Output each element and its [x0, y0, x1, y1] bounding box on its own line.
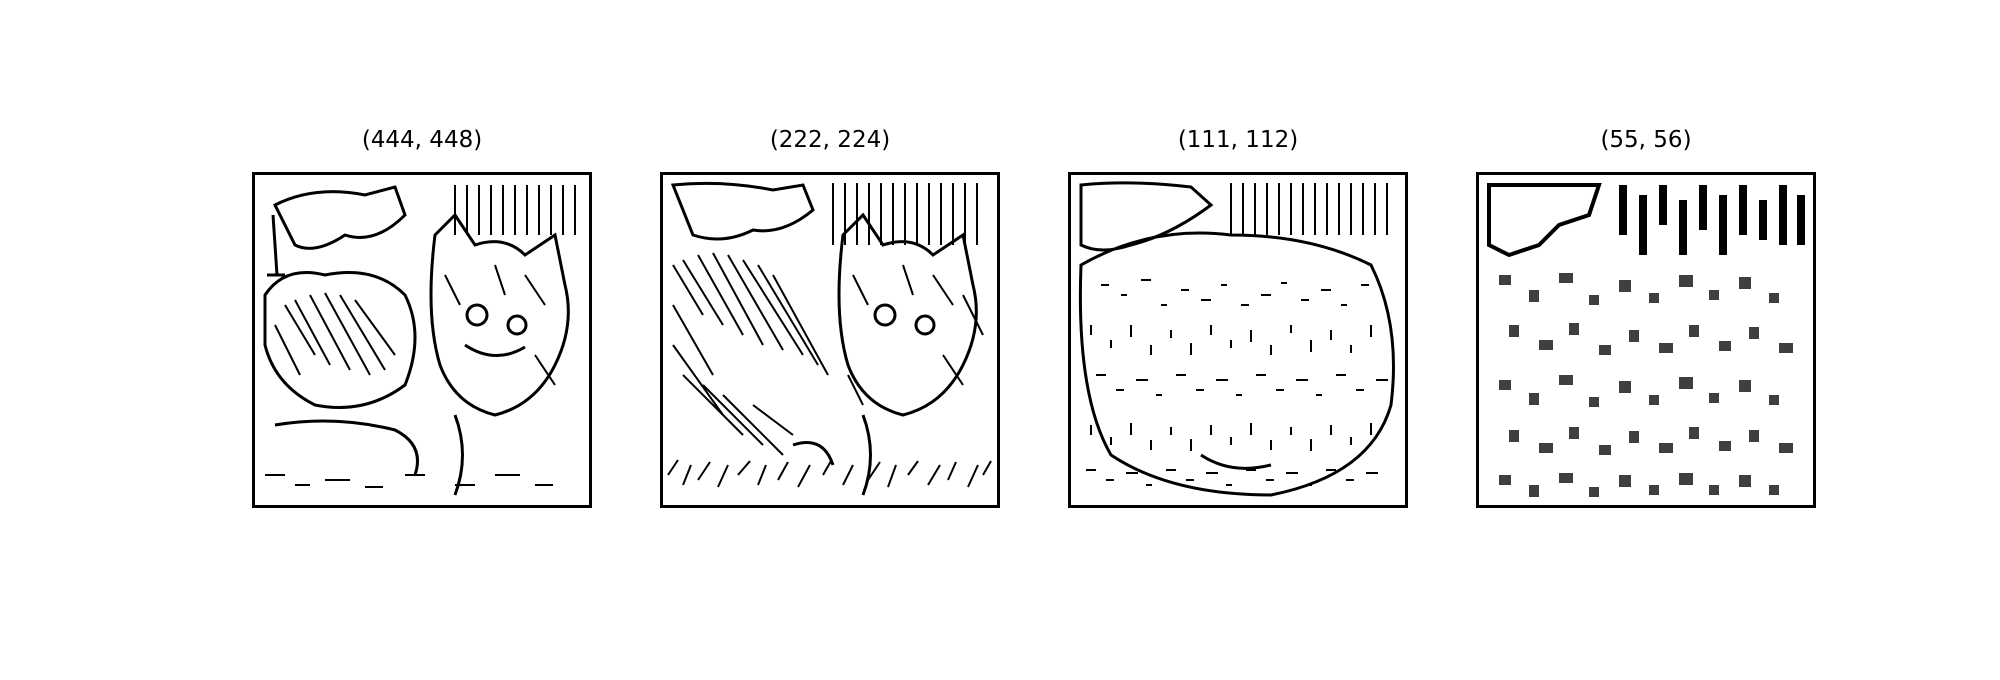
panel-444x448: (444, 448): [252, 122, 592, 508]
edge-map-image: [263, 185, 576, 496]
panel-111x112: (111, 112): [1068, 122, 1408, 508]
panel-image-frame: [660, 172, 1000, 508]
edge-map-image: [1078, 181, 1395, 497]
panel-title: (111, 112): [1177, 127, 1299, 153]
panel-image-frame: [1068, 172, 1408, 508]
panel-55x56: (55, 56): [1476, 122, 1816, 508]
panel-image-frame: [252, 172, 592, 508]
panel-title: (222, 224): [769, 127, 891, 153]
panel-image-frame: [1476, 172, 1816, 508]
edge-map-image: [667, 181, 992, 496]
panel-title: (55, 56): [1600, 127, 1692, 153]
panel-title: (444, 448): [361, 127, 483, 153]
panel-222x224: (222, 224): [660, 122, 1000, 508]
edge-map-image: [1487, 183, 1805, 497]
